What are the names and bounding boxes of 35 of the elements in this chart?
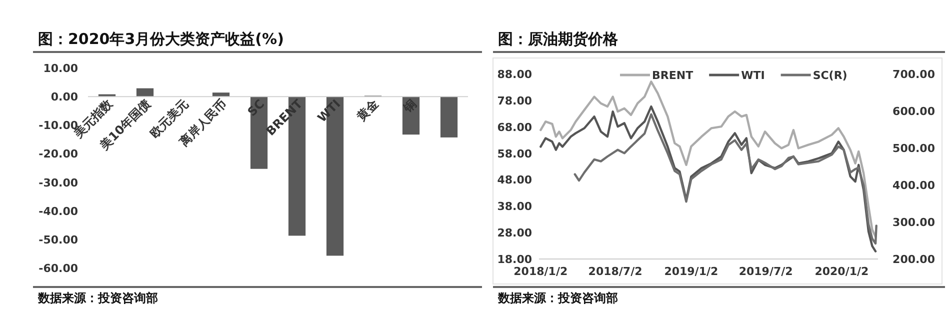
y-tick-label: 28.00: [497, 226, 532, 240]
y-tick-label: 78.00: [497, 94, 532, 108]
source-note: 数据来源：投资咨询部: [37, 291, 158, 305]
y-tick-label: 68.00: [497, 120, 532, 134]
x-tick-label: 2018/7/2: [588, 265, 642, 278]
x-tick-label: 2018/1/2: [514, 265, 568, 278]
legend-label: SC(R): [812, 69, 848, 82]
x-tick-label: 2019/1/2: [664, 265, 718, 278]
legend-label: WTI: [741, 69, 765, 82]
y-tick-label: -40.00: [38, 204, 78, 218]
y2-tick-label: 200.00: [892, 253, 936, 266]
y-tick-label: -60.00: [38, 262, 78, 275]
y-tick-label: -20.00: [38, 148, 78, 161]
x-tick-label: 2019/7/2: [738, 265, 793, 278]
legend-label: BRENT: [652, 69, 694, 82]
x-tick-label: SC: [244, 96, 268, 120]
y2-tick-label: 300.00: [892, 216, 936, 229]
source-note: 数据来源：投资咨询部: [497, 291, 618, 305]
y-tick-label: 88.00: [497, 68, 532, 81]
y-tick-label: 38.00: [497, 200, 532, 214]
x-tick-label: 2020/1/2: [814, 265, 869, 278]
x-tick-label: 黄金: [354, 96, 382, 124]
chart-title: 图：原油期货价格: [498, 30, 619, 48]
y-tick-label: -30.00: [38, 176, 78, 190]
y-tick-label: -50.00: [38, 233, 78, 246]
y-tick-label: 18.00: [497, 253, 532, 266]
chart-title: 图：2020年3月份大类资产收益(%): [38, 30, 284, 48]
y-tick-label: 58.00: [497, 147, 532, 160]
y2-tick-label: 400.00: [892, 179, 936, 192]
y2-tick-label: 600.00: [892, 105, 936, 118]
y-tick-label: 0.00: [50, 90, 78, 104]
y-tick-label: 48.00: [497, 174, 532, 187]
y2-tick-label: 700.00: [892, 68, 936, 81]
y2-tick-label: 500.00: [892, 142, 936, 155]
y-tick-label: 10.00: [43, 62, 78, 75]
